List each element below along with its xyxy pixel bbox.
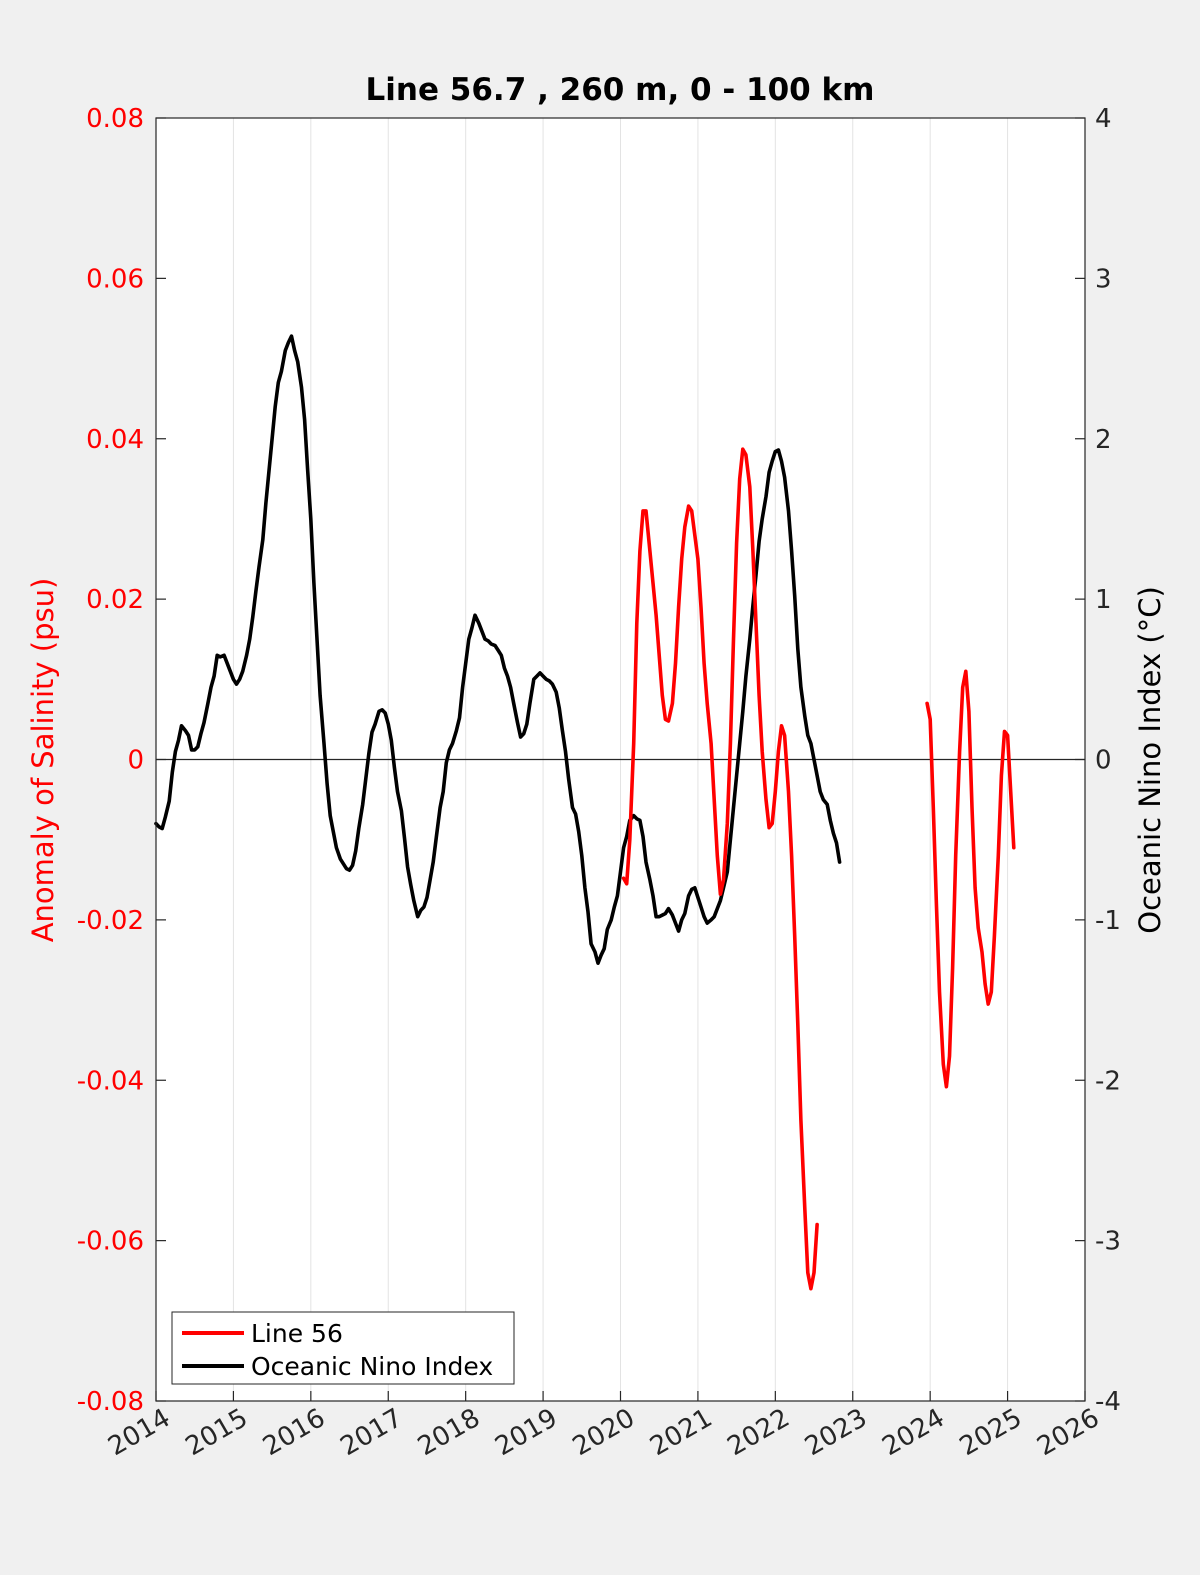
series-line-oceanic-nino-index (154, 334, 842, 965)
y-right-tick-label: 1 (1095, 585, 1112, 615)
y-left-tick-label: 0.08 (86, 104, 144, 134)
x-tick-label: 2025 (955, 1403, 1027, 1462)
y-left-tick-label: -0.08 (77, 1387, 144, 1417)
y-axis-right-label: Oceanic Nino Index (°C) (1133, 586, 1167, 934)
x-tick-label: 2022 (723, 1403, 795, 1462)
x-tick-label: 2018 (413, 1403, 485, 1462)
y-left-tick-label: -0.04 (77, 1066, 144, 1096)
y-axis-left-label: Anomaly of Salinity (psu) (26, 578, 60, 943)
x-tick-label: 2019 (490, 1403, 562, 1462)
x-tick-label: 2023 (800, 1403, 872, 1462)
series-line-line56-segment-2 (925, 669, 1016, 1089)
series-group (154, 334, 1016, 1291)
x-tick-label: 2024 (877, 1403, 949, 1462)
y-right-tick-label: 2 (1095, 425, 1112, 455)
chart-title: Line 56.7 , 260 m, 0 - 100 km (366, 72, 875, 108)
x-tick-label: 2016 (258, 1403, 330, 1462)
x-tick-label: 2021 (645, 1403, 717, 1462)
y-left-tick-label: 0.02 (86, 585, 144, 615)
y-right-tick-label: 3 (1095, 264, 1112, 294)
y-left-tick-label: -0.06 (77, 1227, 144, 1257)
y-left-tick-label: 0.06 (86, 264, 144, 294)
legend-box (171, 1311, 515, 1385)
x-tick-label: 2020 (568, 1403, 640, 1462)
legend-label-oni: Oceanic Nino Index (251, 1352, 493, 1381)
x-tick-label: 2015 (181, 1403, 253, 1462)
legend-label-line56: Line 56 (251, 1319, 343, 1348)
y-left-tick-label: 0 (127, 746, 144, 776)
x-tick-label: 2026 (1032, 1403, 1104, 1462)
y-right-tick-label: -4 (1095, 1387, 1121, 1417)
y-right-tick-label: 0 (1095, 746, 1112, 776)
y-right-tick-label: -1 (1095, 906, 1121, 936)
y-right-tick-label: 4 (1095, 104, 1112, 134)
y-left-tick-label: -0.02 (77, 906, 144, 936)
series-line-line56-segment-1 (621, 447, 819, 1291)
y-left-tick-label: 0.04 (86, 425, 144, 455)
legend: Line 56 Oceanic Nino Index (171, 1311, 515, 1385)
y-right-tick-label: -3 (1095, 1227, 1121, 1257)
x-tick-label: 2017 (335, 1403, 407, 1462)
y-right-tick-label: -2 (1095, 1066, 1121, 1096)
